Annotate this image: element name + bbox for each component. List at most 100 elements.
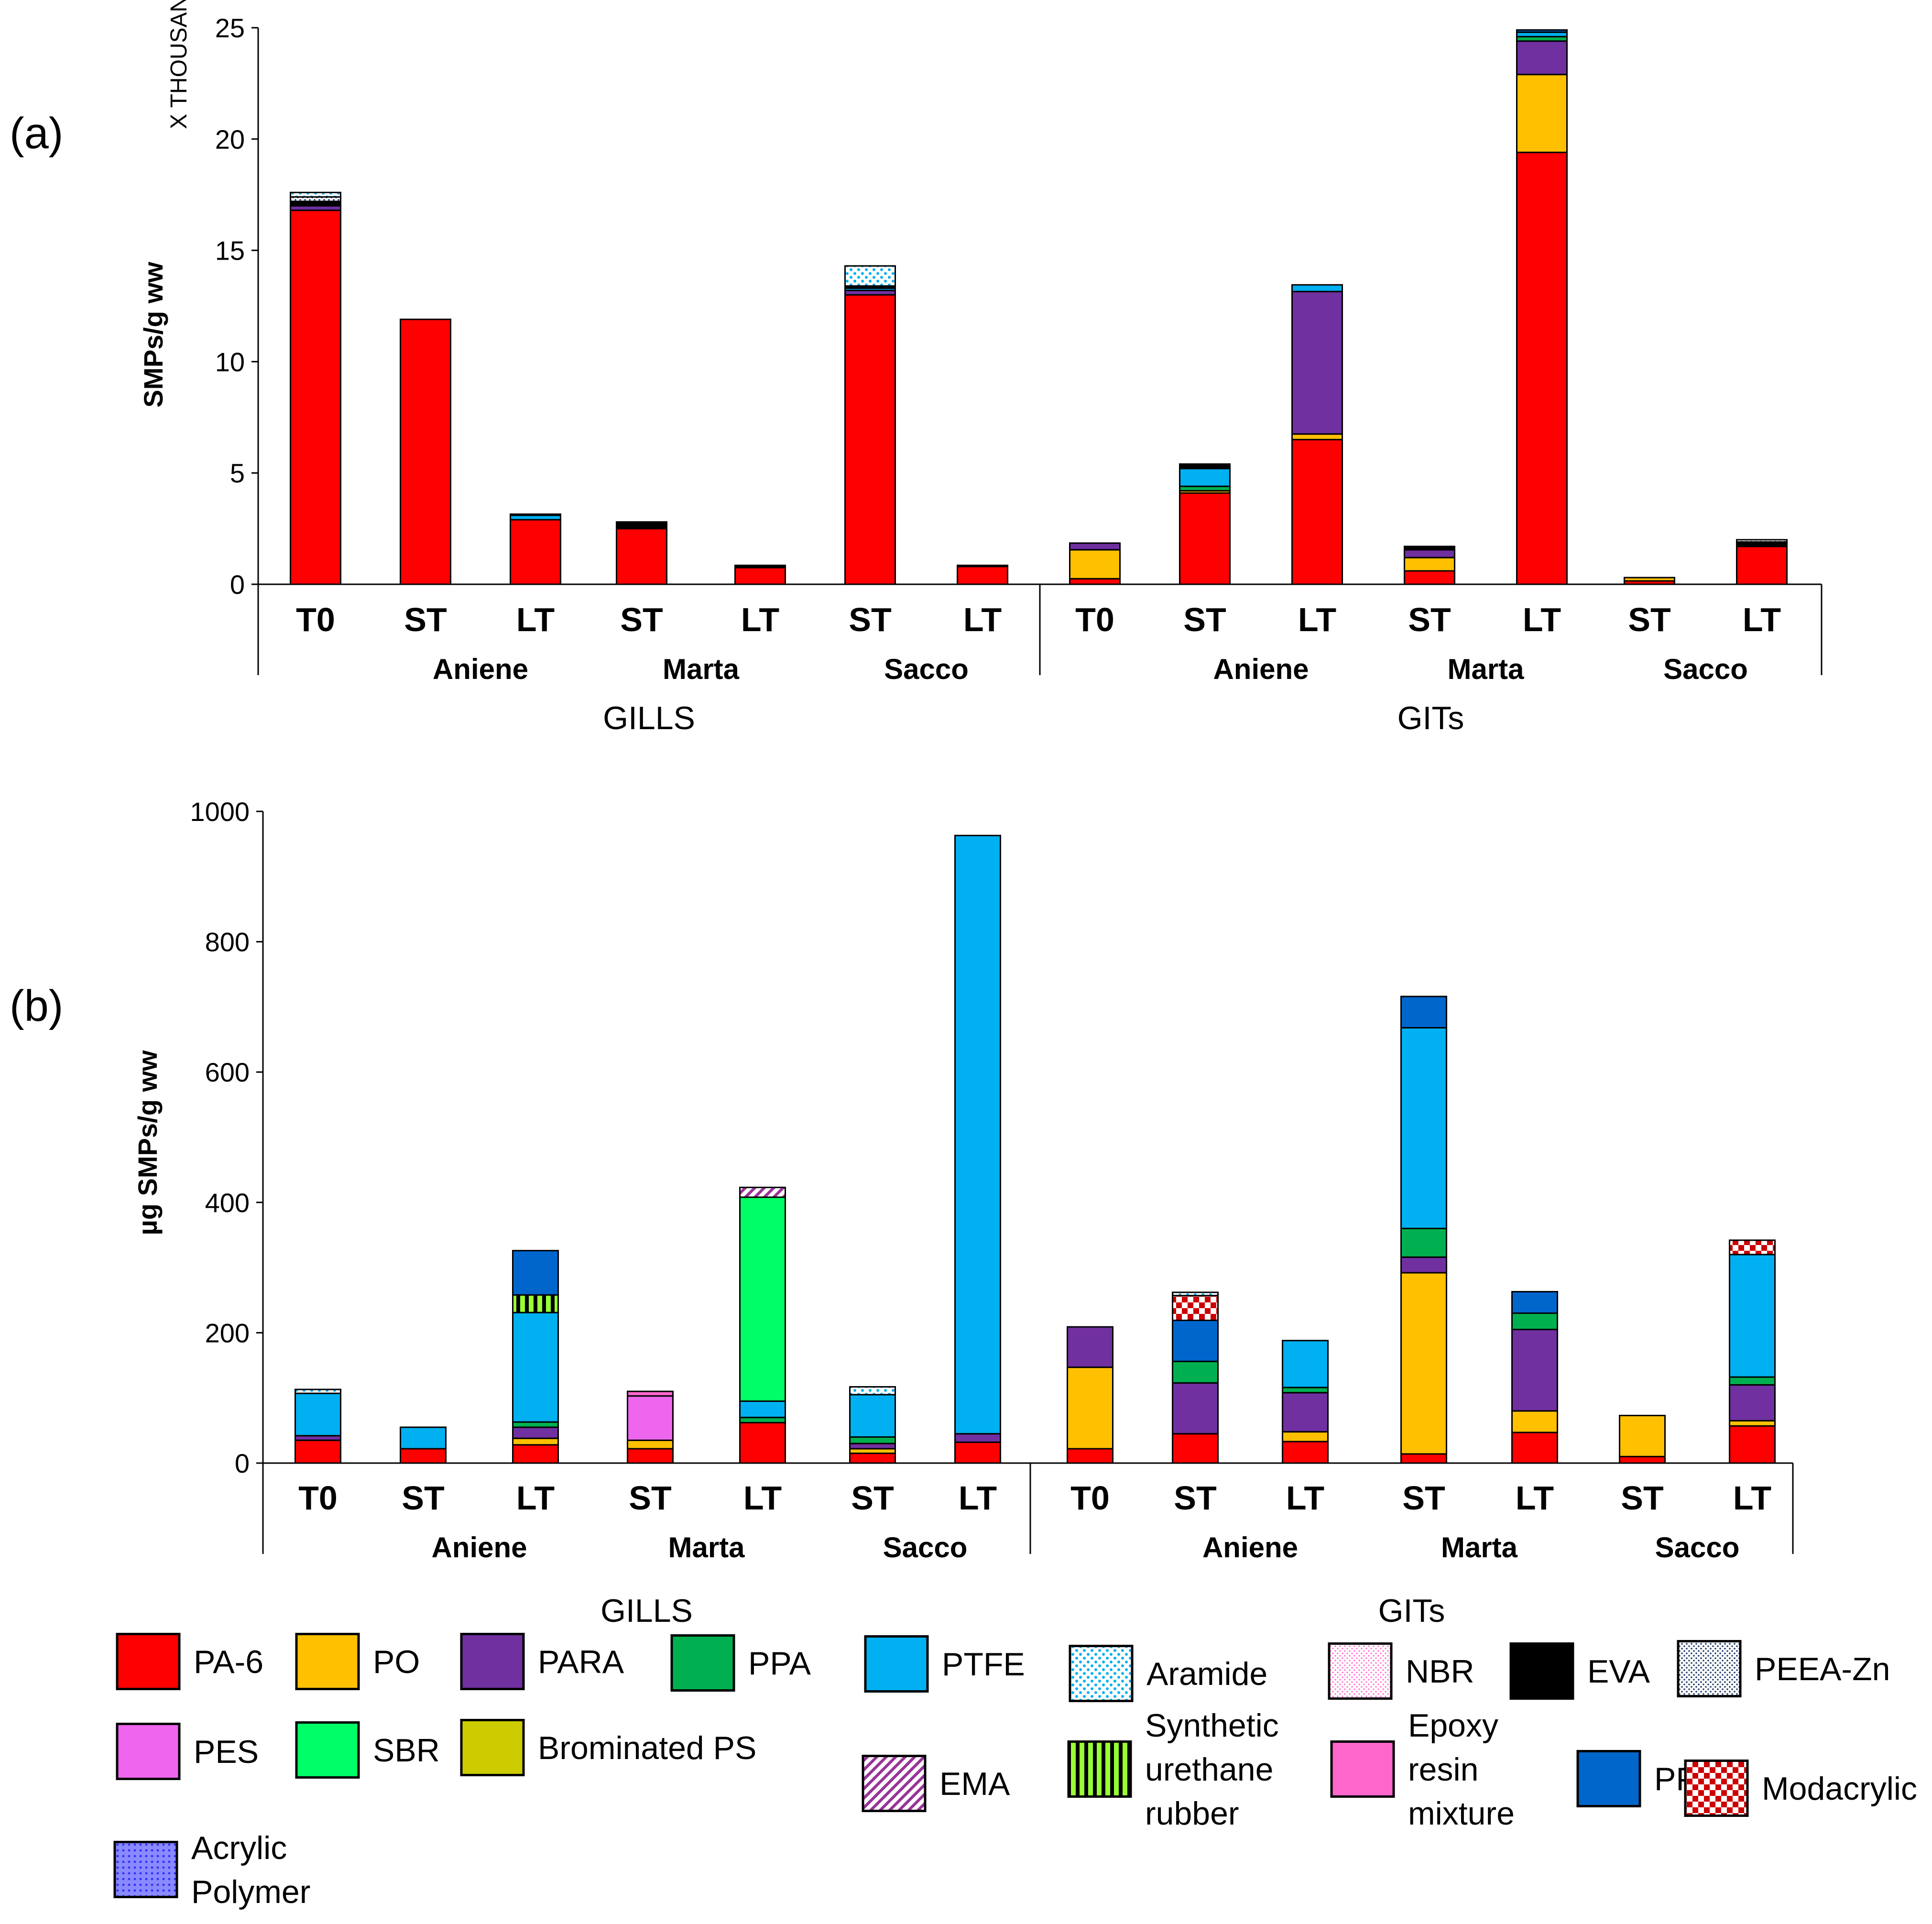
legend-swatch <box>1509 1642 1574 1700</box>
bar-segment-pa-6 <box>1400 1453 1447 1464</box>
category-label: LT <box>963 601 1002 638</box>
category-label: T0 <box>296 601 335 638</box>
panel-a: (a) X THOUSANDS SMPs/g ww 0 5 10 15 20 25 T0 S… <box>10 0 1823 736</box>
bar-segment-pa-6 <box>1736 546 1788 585</box>
bar-segment-eva <box>510 513 561 516</box>
legend-item-ptfe: PTFE <box>864 1635 1025 1693</box>
bar-segment-pa-6 <box>1291 438 1343 585</box>
bar-segment-para <box>512 1426 559 1439</box>
bar-segment-eva <box>1179 463 1231 470</box>
legend-label: PEEA-Zn <box>1755 1651 1890 1687</box>
bar-segment-pa-6 <box>1404 570 1455 585</box>
y-tick-label: 0 <box>235 1448 250 1478</box>
category-label: ST <box>1621 1479 1663 1517</box>
bar-segment-modacrylic <box>1172 1295 1219 1322</box>
legend-item-epoxy-resin-mixture: Epoxy resin mixture <box>1330 1707 1515 1832</box>
legend-item-aramide: Aramide <box>1069 1645 1267 1702</box>
bar-segment-pa-6 <box>1179 492 1231 585</box>
legend-label: PO <box>373 1644 420 1680</box>
site-label: Sacco <box>1663 653 1748 685</box>
category-label: T0 <box>298 1479 338 1517</box>
category-label: ST <box>1408 601 1451 638</box>
site-label: Sacco <box>884 653 969 685</box>
bar-segment-po <box>1729 1420 1776 1427</box>
bar-segment-pa-6 <box>1282 1441 1329 1464</box>
legend-swatch <box>862 1755 927 1812</box>
bar-segment-ptfe <box>1179 468 1231 487</box>
category-label: ST <box>851 1479 894 1517</box>
bar-segment-pa-6 <box>1516 152 1568 585</box>
legend-swatch <box>295 1633 360 1690</box>
legend-label: SBR <box>373 1732 440 1769</box>
tissue-label: GILLS <box>600 1593 693 1629</box>
legend-label: Brominated PS <box>538 1730 756 1766</box>
panel-a-label: (a) <box>10 109 63 158</box>
y-tick-label: 1000 <box>190 797 250 827</box>
bar-segment-po <box>1067 1366 1113 1450</box>
legend-item-pes: PES <box>116 1723 259 1780</box>
bar-segment-eva <box>957 564 1008 568</box>
units-label: X THOUSANDS <box>166 0 192 129</box>
tissue-labels-a: GILLS GITs <box>603 700 1464 736</box>
bar-segment-ppa <box>1400 1227 1447 1258</box>
axes-a <box>257 28 1823 675</box>
site-label: Aniene <box>1202 1531 1298 1563</box>
bar-segment-pp <box>1172 1320 1219 1362</box>
bar-segment-pp <box>1516 29 1568 33</box>
legend-swatch <box>1330 1740 1395 1798</box>
bar-segment-eva <box>734 564 786 568</box>
bar-segment-ptfe <box>739 1400 786 1419</box>
bar-segment-synthetic-urethane-rubber <box>512 1294 559 1313</box>
bar-segment-ptfe <box>1291 284 1343 293</box>
legend-item-eva: EVA <box>1509 1642 1650 1700</box>
bar-segment-para <box>1400 1256 1447 1274</box>
site-label: Aniene <box>1213 653 1309 685</box>
bar-segment-sbr <box>739 1196 786 1402</box>
legend-label: EMA <box>939 1766 1010 1802</box>
y-axis-title-a: SMPs/g ww <box>138 262 168 407</box>
bar-segment-pa-6 <box>1619 1455 1666 1464</box>
legend-item-pp: PP <box>1576 1750 1698 1807</box>
bar-segment-ppa <box>1511 1312 1558 1331</box>
site-labels-a: Aniene Marta Sacco Aniene Marta Sacco <box>433 653 1748 685</box>
y-tick-label: 800 <box>205 927 250 957</box>
legend: PA-6 PO PARA PPA PTFE Aramide NBR EVA PEEA-Zn PES… <box>113 1633 1917 1910</box>
bar-segment-para <box>1172 1382 1219 1435</box>
legend-item-synthetic-urethane-rubber: Synthetic urethane rubber <box>1067 1707 1279 1832</box>
bar-segment-ptfe <box>954 834 1001 1435</box>
y-tick-label: 200 <box>205 1318 250 1348</box>
bar-segment-pp <box>1400 995 1447 1029</box>
legend-label: Aramide <box>1146 1656 1267 1692</box>
bar-segment-ppa <box>1282 1387 1329 1394</box>
bar-segment-ppa <box>739 1417 786 1423</box>
bar-segment-pa-6 <box>1069 578 1121 585</box>
bar-segment-ptfe <box>400 1426 447 1450</box>
legend-swatch <box>1677 1640 1742 1697</box>
legend-label: PPA <box>748 1645 811 1682</box>
site-label: Aniene <box>431 1531 527 1563</box>
legend-item-nbr: NBR <box>1328 1642 1474 1700</box>
bar-segment-modacrylic <box>1729 1239 1776 1256</box>
legend-swatch <box>460 1633 525 1690</box>
legend-swatch <box>116 1633 181 1690</box>
y-axis-title-b: µg SMPs/g ww <box>132 1050 163 1235</box>
site-label: Marta <box>668 1531 745 1563</box>
bar-segment-para <box>1404 549 1455 558</box>
y-ticks-b: 0 200 400 600 800 1000 <box>190 797 263 1478</box>
bar-segment-aramide <box>844 265 896 287</box>
category-label: ST <box>404 601 447 638</box>
category-label: ST <box>1628 601 1670 638</box>
category-label: LT <box>1523 601 1561 638</box>
legend-label: PARA <box>538 1644 624 1680</box>
bar-segment-pa-6 <box>627 1448 674 1464</box>
y-ticks-a: 0 5 10 15 20 25 <box>215 13 258 600</box>
legend-item-para: PARA <box>460 1633 624 1690</box>
bar-segment-aramide <box>849 1386 896 1396</box>
legend-label: mixture <box>1408 1795 1515 1832</box>
legend-item-ppa: PPA <box>670 1634 811 1692</box>
category-label: LT <box>741 601 779 638</box>
bar-segment-ptfe <box>1400 1027 1447 1229</box>
site-label: Sacco <box>883 1531 968 1563</box>
category-label: ST <box>1174 1479 1216 1517</box>
legend-item-ema: EMA <box>862 1755 1010 1812</box>
